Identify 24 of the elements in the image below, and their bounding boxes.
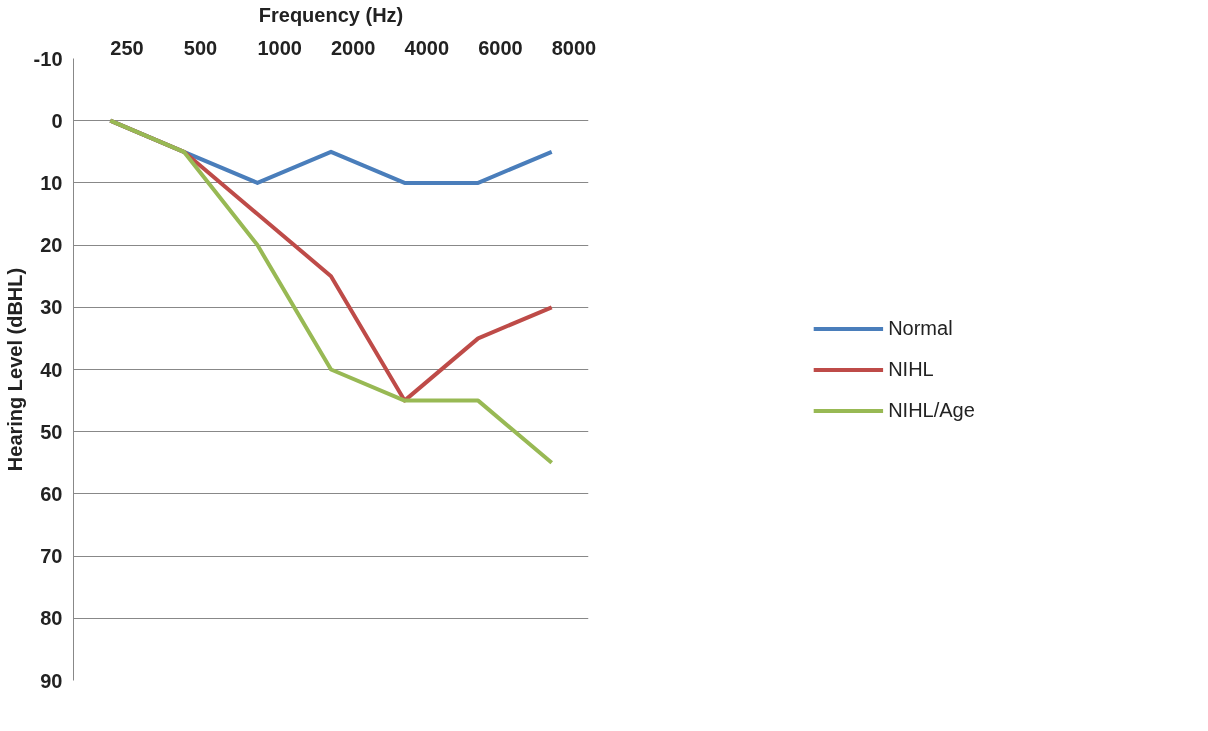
line-series — [108, 118, 554, 465]
x-tick-label: 2000 — [331, 36, 376, 59]
y-tick-label: 50 — [40, 420, 63, 443]
x-tick-label: 6000 — [478, 36, 523, 59]
x-tick-label: 4000 — [404, 36, 450, 59]
y-tick-label: 30 — [40, 296, 63, 319]
y-axis-title: Hearing Level (dBHL) — [3, 267, 26, 472]
y-tick-label: 40 — [40, 358, 63, 381]
y-tick-label: 60 — [40, 482, 63, 505]
legend-label: Normal — [888, 316, 953, 340]
y-tick-label: 70 — [40, 545, 63, 568]
x-tick-label: 250 — [110, 36, 144, 59]
x-axis-title: Frequency (Hz) — [258, 3, 404, 26]
y-tick-label: 80 — [40, 607, 63, 630]
y-tick-label: 0 — [51, 109, 63, 132]
y-tick-label: 90 — [40, 669, 63, 692]
y-tick-label: 20 — [40, 234, 63, 257]
x-tick-label: 500 — [183, 36, 218, 59]
legend-label: NIHL/Age — [888, 398, 975, 422]
legend-label: NIHL — [888, 357, 934, 381]
y-tick-label: 10 — [40, 171, 63, 194]
x-tick-label: 8000 — [551, 36, 597, 59]
y-tick-label: -10 — [33, 47, 63, 70]
x-tick-label: 1000 — [257, 36, 302, 59]
